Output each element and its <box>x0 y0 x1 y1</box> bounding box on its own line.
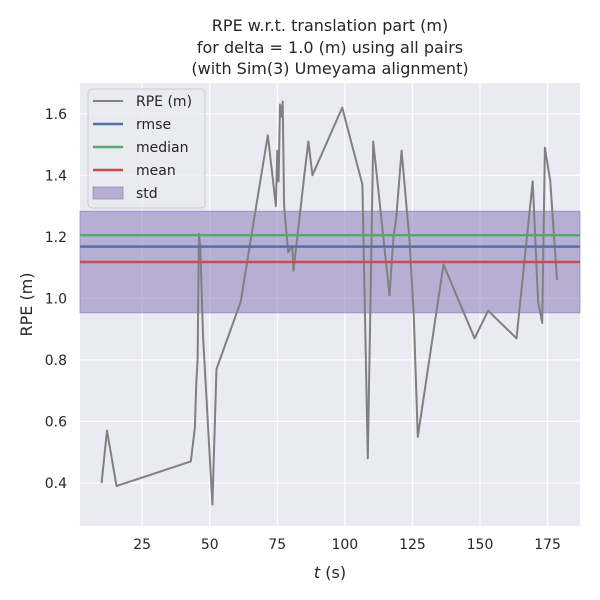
x-tick-label: 75 <box>268 537 286 553</box>
y-tick-label: 1.4 <box>45 168 67 184</box>
y-tick-label: 1.2 <box>45 230 67 246</box>
legend: RPE (m) rmse median mean std <box>87 88 206 209</box>
y-tick-label: 1.0 <box>45 291 67 307</box>
legend-label: RPE (m) <box>136 94 192 110</box>
x-tick-label: 100 <box>331 537 358 553</box>
chart-title-line-2: for delta = 1.0 (m) using all pairs <box>197 38 463 57</box>
legend-label: rmse <box>136 117 171 133</box>
y-tick-label: 0.4 <box>45 476 67 492</box>
legend-label: mean <box>136 163 176 179</box>
x-tick-label: 50 <box>201 537 219 553</box>
x-tick-label: 125 <box>399 537 426 553</box>
tick-labels: 25 50 75 100 125 150 175 0.4 0.6 0.8 1.0 1.2 1.4 1.6 <box>45 107 561 553</box>
x-tick-label: 175 <box>534 537 561 553</box>
y-tick-label: 1.6 <box>45 107 67 123</box>
y-tick-label: 0.8 <box>45 353 67 369</box>
legend-label: std <box>136 186 158 202</box>
legend-label: median <box>136 140 188 156</box>
y-tick-label: 0.6 <box>45 414 67 430</box>
x-axis-label: t (s) <box>314 563 346 582</box>
chart-title-line-3: (with Sim(3) Umeyama alignment) <box>191 59 468 78</box>
y-axis-label: RPE (m) <box>17 272 36 336</box>
legend-box <box>87 88 206 209</box>
x-tick-label: 150 <box>467 537 494 553</box>
stat-lines-layer <box>80 234 580 264</box>
chart-title-line-1: RPE w.r.t. translation part (m) <box>212 16 448 35</box>
legend-std-swatch <box>92 186 124 200</box>
x-tick-label: 25 <box>133 537 151 553</box>
